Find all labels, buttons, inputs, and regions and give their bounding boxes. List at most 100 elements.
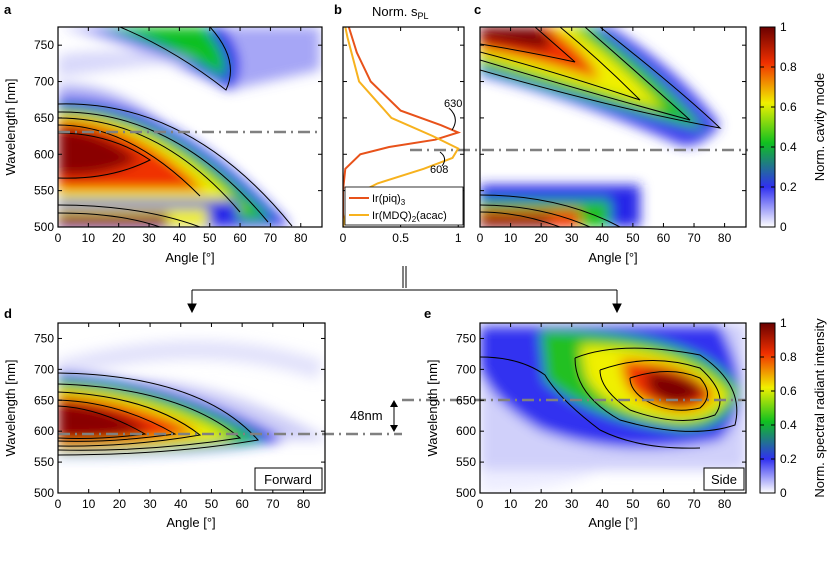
panel-c-heatmap xyxy=(480,27,746,227)
colorbar-tick-label: 0 xyxy=(780,486,787,500)
annotation-peak1: 630 xyxy=(444,98,462,110)
panel-d-xlabel: Angle [°] xyxy=(166,515,215,530)
x-tick-label: 20 xyxy=(113,497,127,511)
x-tick-label: 1 xyxy=(455,231,462,245)
x-tick-label: 0 xyxy=(55,497,62,511)
x-tick-label: 20 xyxy=(534,231,548,245)
series-ir-piq3-line xyxy=(343,27,462,227)
colorbar-ticks: 0 0.2 0.4 0.6 0.8 1 0 0.2 0.4 0.6 0.8 1 xyxy=(760,20,797,500)
colorbar-bottom-label: Norm. spectral radiant intensity xyxy=(812,318,827,498)
y-tick-label: 500 xyxy=(34,486,54,500)
x-tick-label: 40 xyxy=(174,497,188,511)
x-tick-label: 20 xyxy=(534,497,548,511)
shift-arrow xyxy=(390,400,398,432)
x-tick-label: 60 xyxy=(657,497,671,511)
colorbar-tick-label: 1 xyxy=(780,20,787,34)
panel-d-frame xyxy=(57,322,326,494)
panel-d-label: d xyxy=(4,306,12,321)
panel-a-label: a xyxy=(4,2,12,17)
panel-b-label: b xyxy=(334,2,342,17)
panel-a-frame xyxy=(57,26,323,228)
side-tag: Side xyxy=(711,472,737,487)
x-tick-label: 60 xyxy=(233,231,247,245)
y-tick-label: 600 xyxy=(34,147,54,161)
x-tick-label: 50 xyxy=(626,497,640,511)
y-tick-label: 650 xyxy=(34,393,54,407)
colorbar-tick-label: 0.6 xyxy=(780,384,797,398)
x-tick-label: 50 xyxy=(203,231,217,245)
y-tick-label: 550 xyxy=(34,455,54,469)
panel-c-xlabel: Angle [°] xyxy=(588,250,637,265)
panel-b-title: Norm. sPL xyxy=(372,4,429,21)
x-tick-label: 10 xyxy=(82,497,96,511)
y-tick-label: 500 xyxy=(34,220,54,234)
y-tick-label: 700 xyxy=(34,362,54,376)
panel-c-label: c xyxy=(474,2,481,17)
x-tick-label: 80 xyxy=(294,231,308,245)
panel-a-ylabel: Wavelength [nm] xyxy=(3,78,18,175)
panel-e-heatmap xyxy=(480,323,746,493)
colorbar-tick-label: 0 xyxy=(780,220,787,234)
side-tag-box xyxy=(703,467,745,491)
panel-a-xlabel: Angle [°] xyxy=(165,250,214,265)
colorbar-tick-label: 0.4 xyxy=(780,140,797,154)
annotation-shift: 48nm xyxy=(350,408,383,423)
x-tick-label: 0 xyxy=(477,231,484,245)
x-tick-label: 10 xyxy=(504,231,518,245)
x-tick-label: 80 xyxy=(297,497,311,511)
y-tick-label: 750 xyxy=(456,331,476,345)
x-tick-label: 30 xyxy=(565,231,579,245)
x-tick-label: 60 xyxy=(235,497,249,511)
panel-a-heatmap xyxy=(58,27,322,227)
panel-d-ylabel: Wavelength [nm] xyxy=(3,359,18,456)
x-tick-label: 80 xyxy=(718,497,732,511)
annotation-peak2: 608 xyxy=(430,164,448,176)
colorbar-top xyxy=(759,26,776,228)
colorbar-tick-label: 0.2 xyxy=(780,180,797,194)
y-tick-label: 600 xyxy=(456,424,476,438)
x-tick-label: 0.5 xyxy=(392,231,409,245)
colorbar-tick-label: 0.6 xyxy=(780,100,797,114)
x-tick-label: 80 xyxy=(718,231,732,245)
forward-tag: Forward xyxy=(264,472,312,487)
x-tick-label: 50 xyxy=(626,231,640,245)
colorbar-bottom xyxy=(759,322,776,494)
colorbar-tick-label: 0.2 xyxy=(780,452,797,466)
axis-ticks xyxy=(57,27,746,494)
y-tick-label: 500 xyxy=(456,486,476,500)
x-tick-label: 60 xyxy=(657,231,671,245)
y-tick-label: 700 xyxy=(34,75,54,89)
x-tick-label: 70 xyxy=(264,231,278,245)
panel-e-ylabel: Wavelength [nm] xyxy=(425,359,440,456)
x-tick-label: 10 xyxy=(82,231,96,245)
legend: Ir(piq)3 Ir(MDQ)2(acac) xyxy=(344,186,464,226)
peak1-pointer xyxy=(448,107,456,131)
x-tick-label: 70 xyxy=(266,497,280,511)
x-tick-label: 0 xyxy=(340,231,347,245)
y-tick-label: 650 xyxy=(456,393,476,407)
panel-e-xlabel: Angle [°] xyxy=(588,515,637,530)
connector-lines xyxy=(187,266,622,314)
x-tick-label: 70 xyxy=(687,231,701,245)
colorbar-top-label: Norm. cavity mode xyxy=(812,73,827,181)
peak2-pointer xyxy=(439,151,446,167)
x-tick-label: 40 xyxy=(173,231,187,245)
panel-c-frame xyxy=(479,26,747,228)
colorbar-tick-label: 1 xyxy=(780,316,787,330)
y-tick-label: 650 xyxy=(34,111,54,125)
x-tick-label: 70 xyxy=(687,497,701,511)
x-tick-label: 0 xyxy=(55,231,62,245)
x-tick-label: 30 xyxy=(565,497,579,511)
x-tick-label: 20 xyxy=(112,231,126,245)
colorbar-tick-label: 0.8 xyxy=(780,350,797,364)
x-tick-label: 40 xyxy=(596,231,610,245)
x-tick-label: 30 xyxy=(142,231,156,245)
y-tick-label: 600 xyxy=(34,424,54,438)
y-tick-label: 550 xyxy=(34,184,54,198)
panel-e-frame xyxy=(479,322,747,494)
y-tick-label: 550 xyxy=(456,455,476,469)
panel-b-frame xyxy=(342,26,465,228)
legend-entry-1: Ir(piq)3 xyxy=(372,193,406,207)
